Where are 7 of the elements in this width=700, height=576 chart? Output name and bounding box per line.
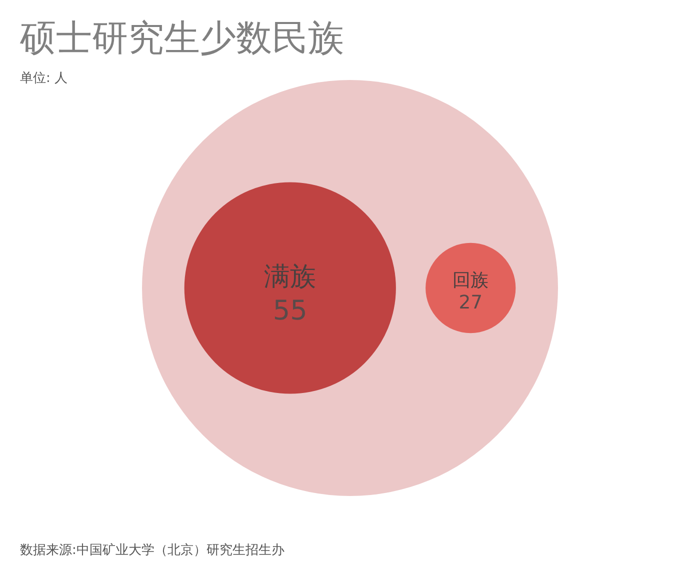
data-label: 27: [458, 292, 483, 314]
text: 硕士研究生少数民族: [19, 18, 344, 59]
category-label: 满族: [264, 262, 316, 292]
category-label: 回族: [452, 270, 489, 291]
source-note: 数据来源:中国矿业大学（北京）研究生招生办: [20, 543, 284, 558]
data-label: 55: [272, 295, 308, 326]
text: 单位: 人: [20, 71, 68, 86]
